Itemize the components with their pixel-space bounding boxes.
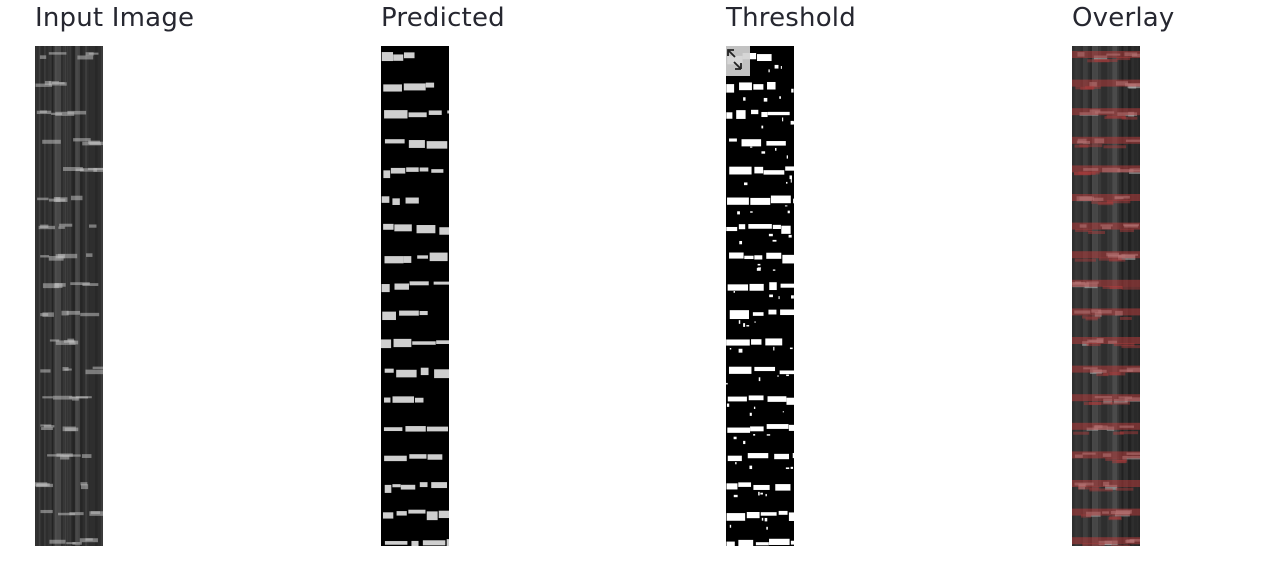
panel-title-threshold: Threshold <box>726 3 856 33</box>
panel-title-input-image: Input Image <box>35 3 195 33</box>
predicted-image[interactable] <box>381 46 449 546</box>
panel-input-image: Input Image <box>35 0 365 560</box>
input-image[interactable] <box>35 46 103 546</box>
panel-predicted: Predicted <box>381 0 711 560</box>
expand-fullscreen-icon <box>727 49 742 70</box>
panel-title-predicted: Predicted <box>381 3 505 33</box>
overlay-image[interactable] <box>1072 46 1140 546</box>
threshold-image[interactable] <box>726 46 794 546</box>
expand-image-button[interactable] <box>726 46 750 76</box>
panel-title-overlay: Overlay <box>1072 3 1175 33</box>
panel-overlay: Overlay <box>1072 0 1273 560</box>
panel-threshold: Threshold <box>726 0 1056 560</box>
